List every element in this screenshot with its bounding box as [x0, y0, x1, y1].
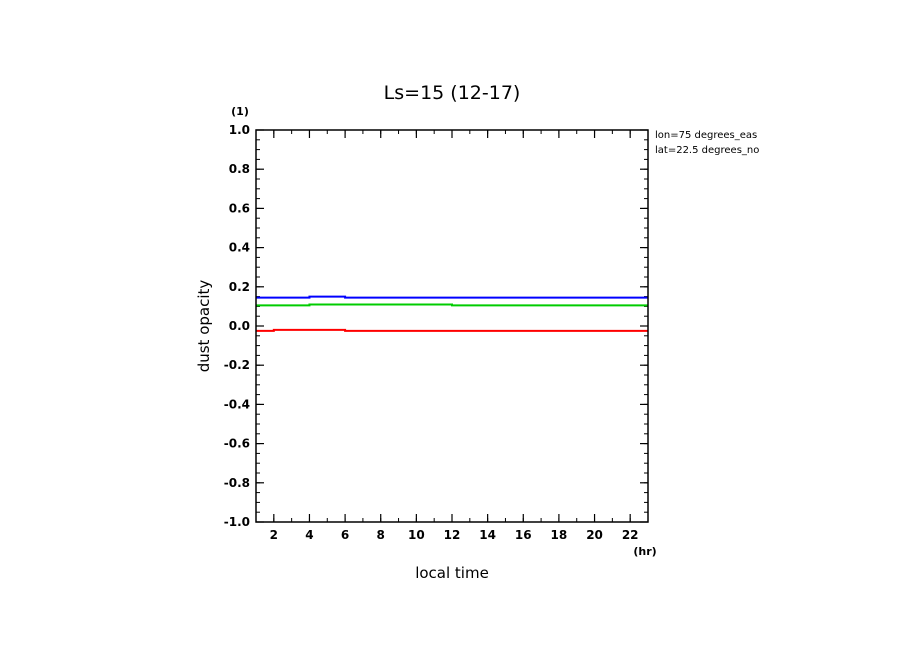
annotation-lon: lon=75 degrees_eas	[655, 130, 757, 141]
y-tick-label: 0.6	[229, 201, 250, 215]
x-tick-label: 4	[305, 528, 313, 542]
y-tick-label: 0.2	[229, 280, 250, 294]
y-tick-label: 0.4	[229, 241, 250, 255]
x-tick-label: 10	[408, 528, 425, 542]
y-tick-label: -0.4	[224, 397, 250, 411]
x-tick-label: 6	[341, 528, 349, 542]
x-tick-label: 2	[270, 528, 278, 542]
y-tick-label: -0.2	[224, 358, 250, 372]
y-tick-label: -0.8	[224, 476, 250, 490]
x-unit-label: (hr)	[633, 545, 656, 558]
x-tick-label: 16	[515, 528, 532, 542]
annotation-lat: lat=22.5 degrees_no	[655, 145, 759, 156]
y-tick-label: 0.8	[229, 162, 250, 176]
x-tick-label: 22	[622, 528, 639, 542]
x-tick-label: 18	[551, 528, 568, 542]
ticks-layer: 2 4 6 8 10 12 14 16 18 20 22 -1.0 -0.8 -0.6 -0.4 -0.2 0.…	[224, 123, 649, 542]
x-tick-label: 20	[586, 528, 603, 542]
x-axis-label: local time	[415, 564, 489, 582]
plot-frame	[255, 129, 649, 523]
series-line-0	[256, 295, 648, 299]
series-line-2	[256, 328, 648, 332]
series-line-1	[256, 303, 648, 307]
chart-title: Ls=15 (12-17)	[384, 82, 521, 104]
y-tick-label: -1.0	[224, 515, 250, 529]
x-tick-label: 8	[377, 528, 385, 542]
x-tick-label: 14	[479, 528, 496, 542]
y-tick-label: -0.6	[224, 437, 250, 451]
y-axis-label: dust opacity	[195, 280, 213, 373]
y-unit-label: (1)	[231, 105, 249, 118]
x-tick-label: 12	[444, 528, 461, 542]
series-layer	[256, 295, 648, 332]
y-tick-label: 0.0	[229, 319, 250, 333]
y-tick-label: 1.0	[229, 123, 250, 137]
